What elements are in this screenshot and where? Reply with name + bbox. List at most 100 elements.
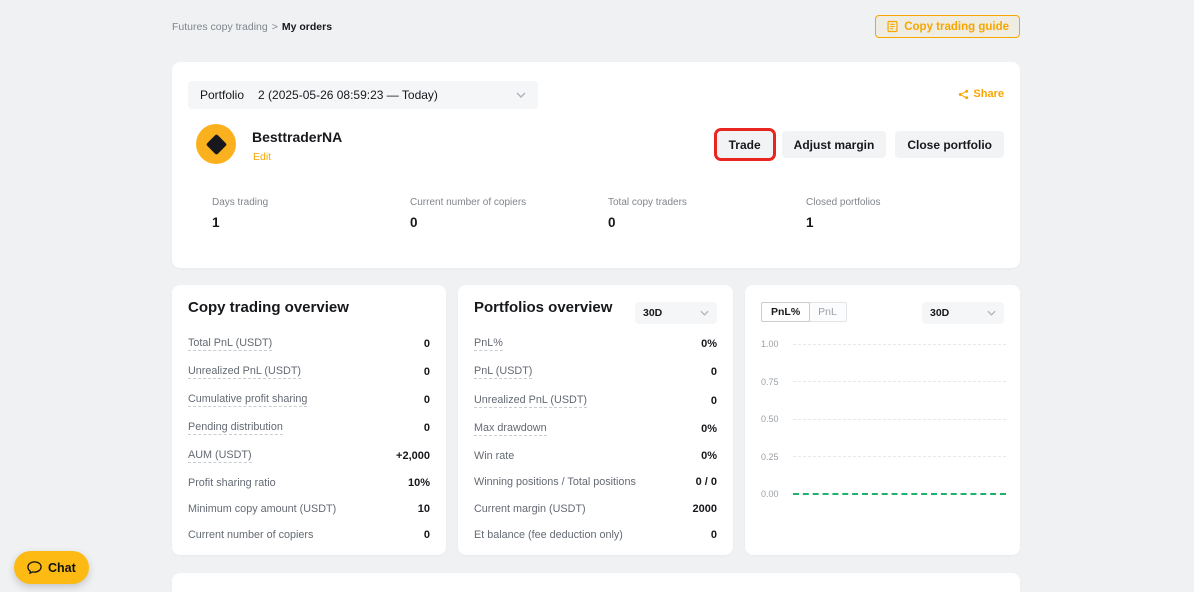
row-value: 0% (701, 450, 717, 463)
row-label: Win rate (474, 450, 515, 463)
stat-value: 1 (212, 215, 220, 230)
guide-button-label: Copy trading guide (904, 20, 1009, 33)
overview-row: Unrealized PnL (USDT) 0 (474, 394, 717, 408)
row-label: PnL (USDT) (474, 365, 533, 380)
row-label: Winning positions / Total positions (474, 476, 636, 489)
chart-tick: 1.00 (761, 339, 1006, 349)
row-label: Max drawdown (474, 421, 547, 436)
overview-row: PnL (USDT) 0 (474, 365, 717, 380)
bottom-card (172, 573, 1020, 592)
row-value: 0 (423, 394, 430, 406)
row-label: Current number of copiers (188, 529, 314, 541)
row-label: Unrealized PnL (USDT) (474, 393, 588, 408)
overview-row: Win rate 0% (474, 450, 717, 462)
row-value: 0 (423, 338, 430, 350)
adjust-margin-button[interactable]: Adjust margin (781, 131, 887, 158)
period-select-portfolios[interactable]: 30D (635, 302, 717, 324)
chevron-down-icon (700, 310, 709, 316)
period-select-chart[interactable]: 30D (922, 302, 1004, 324)
stat-item: Closed portfolios 1 (806, 197, 1004, 230)
overview-row: Unrealized PnL (USDT) 0 (188, 365, 430, 379)
stat-item: Current number of copiers 0 (410, 197, 608, 230)
gridline (793, 343, 1006, 345)
avatar (196, 124, 236, 164)
stat-value: 0 (608, 215, 616, 230)
y-axis-tick-label: 0.00 (761, 489, 779, 499)
pnl-toggle-option[interactable]: PnL (818, 306, 837, 318)
period-value: 30D (643, 307, 663, 319)
portfolio-selector-value: 2 (2025-05-26 08:59:23 — Today) (258, 88, 438, 102)
overview-row: Max drawdown 0% (474, 422, 717, 436)
breadcrumb-separator: > (271, 21, 278, 33)
copy-overview-rows: Total PnL (USDT) 0 Unrealized PnL (USDT)… (188, 337, 430, 541)
portfolio-selector[interactable]: Portfolio 2 (2025-05-26 08:59:23 — Today… (188, 81, 538, 109)
share-label: Share (973, 88, 1004, 100)
row-label: Current margin (USDT) (474, 502, 586, 515)
row-label: Pending distribution (188, 421, 283, 435)
breadcrumb: Futures copy trading > My orders (172, 21, 332, 33)
y-axis-tick-label: 0.50 (761, 414, 779, 424)
row-label: Profit sharing ratio (188, 477, 276, 489)
guide-icon (886, 20, 899, 33)
chat-button[interactable]: Chat (14, 551, 89, 584)
chart-tick: 0.50 (761, 414, 1006, 424)
overview-row: Et balance (fee deduction only) 0 (474, 529, 717, 541)
pnl-toggle-option[interactable]: PnL% (761, 302, 811, 322)
row-value: 0 (710, 394, 717, 407)
period-value: 30D (930, 307, 950, 319)
row-label: Cumulative profit sharing (188, 393, 308, 407)
portfolios-overview-title: Portfolios overview (474, 299, 613, 316)
row-value: 0 (423, 529, 430, 541)
row-label: Total PnL (USDT) (188, 337, 273, 351)
trade-button[interactable]: Trade (713, 128, 776, 161)
overview-row: AUM (USDT) +2,000 (188, 449, 430, 463)
overview-row: Profit sharing ratio 10% (188, 477, 430, 489)
edit-link[interactable]: Edit (253, 151, 272, 163)
share-button[interactable]: Share (958, 88, 1004, 100)
stat-label: Total copy traders (608, 197, 687, 208)
diamond-icon (205, 133, 227, 155)
portfolio-summary-card: Portfolio 2 (2025-05-26 08:59:23 — Today… (172, 62, 1020, 268)
trader-name: BesttraderNA (252, 129, 343, 145)
row-value: 0 (710, 528, 717, 541)
share-icon (958, 89, 969, 100)
gridline (793, 418, 1006, 420)
portfolio-actions: Trade Adjust margin Close portfolio (713, 128, 1004, 161)
chart-tick: 0.25 (761, 452, 1006, 462)
y-axis-tick-label: 1.00 (761, 339, 779, 349)
stat-label: Days trading (212, 197, 269, 208)
row-value: +2,000 (396, 450, 430, 462)
row-value: 10% (407, 477, 430, 489)
overview-row: Current number of copiers 0 (188, 529, 430, 541)
pnl-chart: 1.00 0.75 0.50 0.25 (761, 339, 1006, 499)
portfolios-overview-card: Portfolios overview 30D PnL% 0% PnL (USD… (458, 285, 733, 555)
row-label: Minimum copy amount (USDT) (188, 503, 337, 515)
row-value: 0% (701, 338, 717, 350)
row-value: 10 (417, 503, 430, 515)
portfolios-overview-rows: PnL% 0% PnL (USDT) 0 Unrealized PnL (USD… (474, 337, 717, 541)
breadcrumb-root[interactable]: Futures copy trading (172, 21, 268, 33)
y-axis-tick-label: 0.75 (761, 376, 779, 387)
overview-row: Minimum copy amount (USDT) 10 (188, 503, 430, 515)
stat-value: 1 (806, 215, 814, 230)
copy-overview-title: Copy trading overview (188, 299, 349, 316)
stat-item: Days trading 1 (212, 197, 410, 230)
gridline (793, 456, 1006, 457)
overview-row: Cumulative profit sharing 0 (188, 393, 430, 407)
copy-trading-guide-button[interactable]: Copy trading guide (875, 15, 1020, 38)
chevron-down-icon (516, 92, 526, 98)
stat-label: Closed portfolios (806, 197, 881, 208)
chart-tick: 0.75 (761, 377, 1006, 387)
portfolio-stats: Days trading 1 Current number of copiers… (212, 197, 1004, 230)
overview-row: PnL% 0% (474, 337, 717, 351)
y-axis-tick-label: 0.25 (761, 451, 779, 462)
row-label: PnL% (474, 337, 503, 351)
stat-item: Total copy traders 0 (608, 197, 806, 230)
gridline (793, 493, 1006, 495)
row-label: Unrealized PnL (USDT) (188, 365, 302, 379)
stat-value: 0 (410, 215, 418, 230)
gridline (793, 381, 1006, 382)
close-portfolio-button[interactable]: Close portfolio (895, 131, 1004, 158)
row-value: 0 (710, 366, 717, 379)
